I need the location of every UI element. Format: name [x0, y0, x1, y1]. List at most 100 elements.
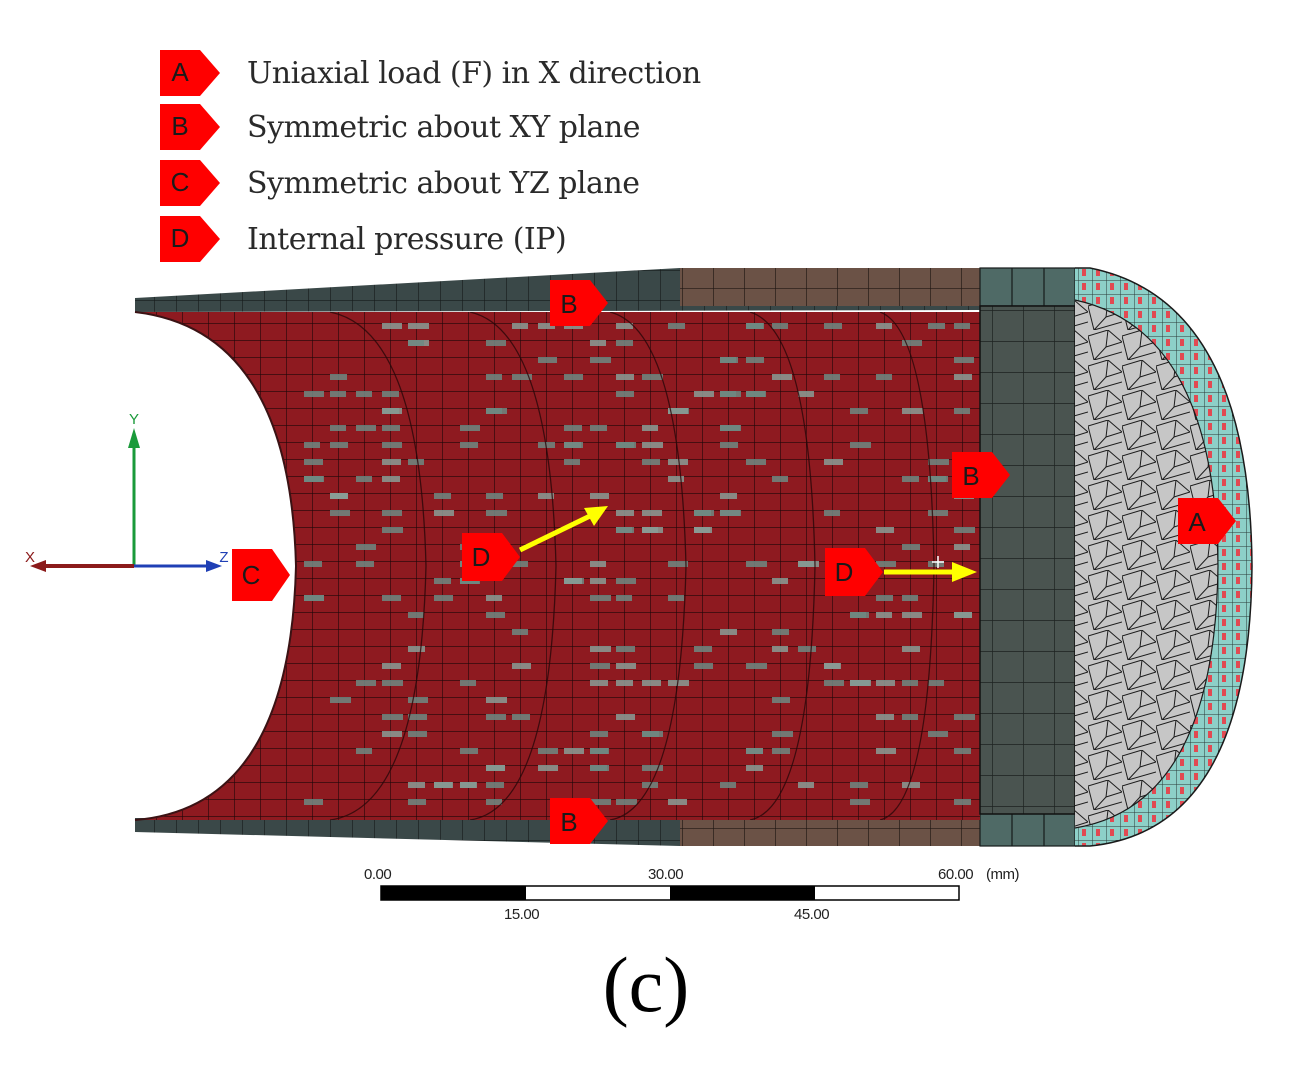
mesh-highlight-cell: [954, 544, 970, 550]
mesh-highlight-cell: [564, 442, 583, 448]
legend-tag-b: B: [160, 104, 220, 150]
mesh-highlight-cell: [824, 459, 843, 465]
mesh-highlight-cell: [902, 680, 918, 686]
mesh-highlight-cell: [382, 510, 402, 516]
mesh-highlight-cell: [486, 340, 506, 346]
mesh-highlight-cell: [512, 323, 528, 329]
mesh-highlight-cells: [304, 323, 975, 805]
mesh-highlight-cell: [486, 374, 502, 380]
mesh-highlight-cell: [824, 510, 840, 516]
mesh-highlight-cell: [460, 782, 477, 788]
mesh-highlight-cell: [460, 442, 478, 448]
mesh-highlight-cell: [928, 476, 948, 482]
mesh-highlight-cell: [876, 714, 894, 720]
mesh-highlight-cell: [642, 680, 661, 686]
mesh-highlight-cell: [850, 680, 871, 686]
mesh-highlight-cell: [382, 680, 403, 686]
mesh-highlight-cell: [590, 748, 608, 754]
mesh-highlight-cell: [304, 391, 324, 397]
mesh-highlight-cell: [304, 561, 322, 567]
mesh-highlight-cell: [382, 731, 402, 737]
mesh-highlight-cell: [304, 442, 320, 448]
mesh-highlight-cell: [382, 595, 401, 601]
mesh-highlight-cell: [590, 493, 609, 499]
mesh-highlight-cell: [408, 799, 426, 805]
mesh-highlight-cell: [720, 357, 736, 363]
mesh-highlight-cell: [616, 391, 634, 397]
mesh-highlight-cell: [850, 782, 868, 788]
mesh-highlight-cell: [330, 425, 346, 431]
mesh-highlight-cell: [616, 374, 634, 380]
mesh-highlight-cell: [928, 323, 945, 329]
mesh-highlight-cell: [772, 697, 790, 703]
mesh-highlight-cell: [928, 459, 949, 465]
mesh-highlight-cell: [876, 748, 896, 754]
mesh-highlight-cell: [382, 476, 400, 482]
mesh-highlight-cell: [434, 510, 454, 516]
mesh-highlight-cell: [694, 663, 713, 669]
figure-caption: (c): [602, 941, 690, 1028]
mesh-highlight-cell: [330, 442, 348, 448]
mesh-highlight-cell: [954, 527, 975, 533]
mesh-highlight-cell: [382, 323, 402, 329]
mesh-highlight-cell: [668, 680, 689, 686]
legend-label-c: Symmetric about YZ plane: [247, 166, 640, 201]
mesh-highlight-cell: [824, 680, 844, 686]
mesh-highlight-cell: [590, 663, 610, 669]
svg-text:A: A: [171, 57, 189, 87]
scale-unit: (mm): [986, 866, 1019, 883]
mesh-highlight-cell: [304, 476, 320, 482]
mesh-highlight-cell: [408, 459, 424, 465]
mesh-highlight-cell: [902, 646, 920, 652]
mesh-highlight-cell: [408, 714, 427, 720]
mesh-highlight-cell: [330, 391, 346, 397]
mesh-highlight-cell: [434, 578, 451, 584]
bc-marker-a-cap: A: [1178, 498, 1236, 544]
end-plate: [979, 305, 1076, 815]
mesh-highlight-cell: [590, 595, 611, 601]
mesh-highlight-cell: [356, 425, 376, 431]
mesh-highlight-cell: [720, 782, 736, 788]
mesh-highlight-cell: [356, 748, 372, 754]
mesh-highlight-cell: [798, 391, 814, 397]
mesh-highlight-cell: [538, 323, 555, 329]
scale-tick-15: 15.00: [504, 906, 540, 923]
mesh-highlight-cell: [720, 425, 741, 431]
mesh-highlight-cell: [408, 612, 424, 618]
mesh-highlight-cell: [850, 799, 870, 805]
mesh-highlight-cell: [668, 476, 684, 482]
mesh-highlight-cell: [746, 357, 764, 363]
mesh-highlight-cell: [590, 765, 609, 771]
svg-text:B: B: [962, 461, 979, 491]
mesh-highlight-cell: [746, 748, 763, 754]
mesh-highlight-cell: [720, 493, 737, 499]
mesh-highlight-cell: [642, 527, 663, 533]
mesh-highlight-cell: [954, 714, 975, 720]
mesh-highlight-cell: [616, 442, 636, 448]
svg-text:B: B: [560, 289, 577, 319]
mesh-highlight-cell: [512, 374, 532, 380]
mesh-highlight-cell: [902, 595, 918, 601]
svg-text:D: D: [835, 557, 854, 587]
mesh-highlight-cell: [954, 799, 971, 805]
scale-tick-45: 45.00: [794, 906, 830, 923]
mesh-highlight-cell: [590, 799, 611, 805]
mesh-highlight-cell: [382, 459, 401, 465]
scale-bar: [380, 885, 960, 901]
mesh-highlight-cell: [304, 799, 323, 805]
bc-marker-b-bottom: B: [550, 798, 608, 844]
bc-marker-d-end: D: [825, 548, 883, 596]
mesh-highlight-cell: [564, 425, 582, 431]
mesh-highlight-cell: [486, 510, 507, 516]
mesh-highlight-cell: [616, 799, 637, 805]
mesh-highlight-cell: [486, 408, 507, 414]
mesh-highlight-cell: [564, 578, 582, 584]
mesh-highlight-cell: [512, 629, 528, 635]
mesh-highlight-cell: [902, 340, 922, 346]
mesh-highlight-cell: [772, 323, 788, 329]
mesh-highlight-cell: [668, 561, 688, 567]
mesh-highlight-cell: [330, 493, 348, 499]
mesh-highlight-cell: [746, 323, 764, 329]
mesh-highlight-cell: [902, 544, 920, 550]
